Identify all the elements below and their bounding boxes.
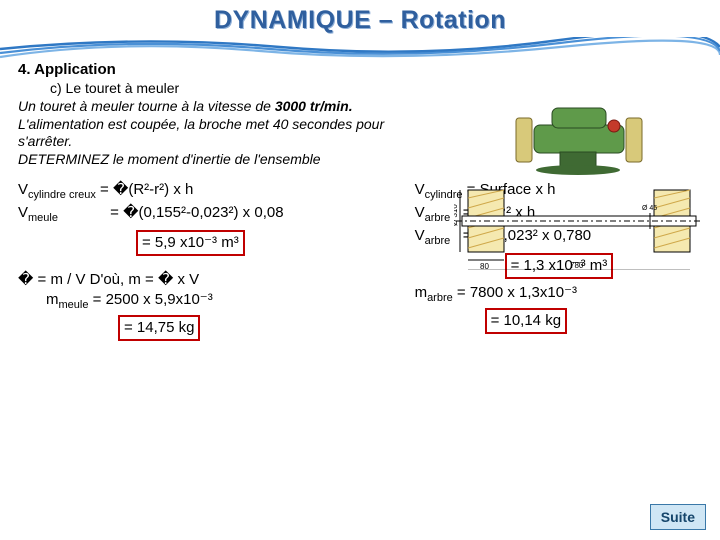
left-l3-wrap: = 5,9 x10⁻³ m³ — [136, 230, 405, 256]
title-bar: DYNAMIQUE – Rotation — [0, 0, 720, 61]
problem-l2: L'alimentation est coupée, la broche met… — [18, 116, 384, 150]
wave-svg — [0, 37, 720, 61]
problem-l3: DETERMINEZ le moment d'inertie de l'ense… — [18, 151, 321, 167]
left-l2-lhs: Vmeule — [18, 204, 58, 221]
suite-button[interactable]: Suite — [650, 504, 706, 530]
left-l4: � = m / V D'où, m = � x V — [18, 270, 405, 290]
right-l6-wrap: = 10,14 kg — [485, 308, 702, 334]
left-l6-wrap: = 14,75 kg — [118, 315, 405, 341]
left-l2-rhs: = �(0,155²-0,023²) x 0,08 — [110, 204, 283, 221]
right-result-2: = 10,14 kg — [485, 308, 567, 334]
page-title: DYNAMIQUE – Rotation — [0, 6, 720, 35]
wave-decoration — [0, 37, 720, 61]
col-left: Vcylindre creux = �(R²-r²) x h Vmeule = … — [18, 180, 405, 341]
left-l2: Vmeule = �(0,155²-0,023²) x 0,08 — [18, 203, 405, 226]
left-l5-lhs: mmeule — [46, 291, 88, 308]
figure-svg: Ø 310 Ø 46 80 780 — [454, 70, 704, 270]
left-result-2: = 14,75 kg — [118, 315, 200, 341]
right-l5: marbre = 7800 x 1,3x10⁻³ — [415, 283, 702, 306]
svg-text:780: 780 — [570, 261, 584, 270]
left-l1-rhs: = �(R²-r²) x h — [100, 181, 193, 198]
left-l5-rhs: = 2500 x 5,9x10⁻³ — [93, 291, 213, 308]
left-result-1: = 5,9 x10⁻³ m³ — [136, 230, 245, 256]
svg-text:Ø 310: Ø 310 — [454, 204, 459, 226]
problem-l1b: 3000 tr/min. — [275, 98, 353, 114]
figure: Ø 310 Ø 46 80 780 — [454, 70, 704, 270]
left-l1-lhs: Vcylindre creux — [18, 181, 96, 198]
problem-text: Un touret à meuler tourne à la vitesse d… — [18, 98, 418, 168]
left-l1: Vcylindre creux = �(R²-r²) x h — [18, 180, 405, 203]
problem-l1a: Un touret à meuler tourne à la vitesse d… — [18, 98, 275, 114]
svg-text:Ø 46: Ø 46 — [642, 205, 657, 212]
left-l5: mmeule = 2500 x 5,9x10⁻³ — [18, 290, 405, 313]
svg-text:80: 80 — [480, 262, 489, 270]
